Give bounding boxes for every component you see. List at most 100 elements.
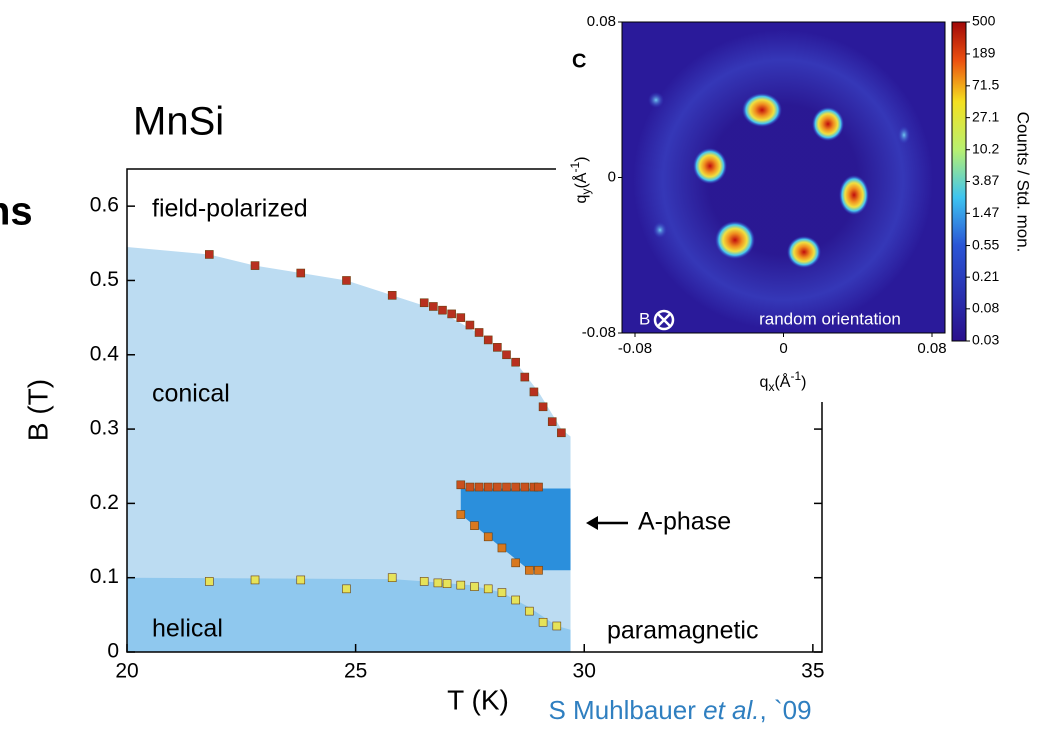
heatmap-halo — [633, 30, 933, 330]
data-point — [448, 310, 456, 318]
data-point — [493, 483, 501, 491]
colorbar-tick-label: 189 — [972, 45, 996, 61]
citation: S Muhlbauer et al., `09 — [548, 695, 811, 725]
spot — [839, 175, 869, 215]
arrow-head — [586, 516, 598, 530]
region-label: paramagnetic — [607, 617, 758, 645]
x-tick-label: 35 — [801, 660, 824, 683]
data-point — [535, 566, 543, 574]
region-label: conical — [152, 380, 230, 408]
spot — [742, 93, 782, 127]
data-point — [539, 618, 547, 626]
region-label: field-polarized — [152, 195, 308, 223]
data-point — [297, 576, 305, 584]
x-tick-label: 20 — [115, 660, 138, 683]
data-point — [388, 291, 396, 299]
data-point — [484, 483, 492, 491]
y-tick-label: 0.1 — [90, 565, 119, 588]
orientation-label: random orientation — [759, 309, 901, 328]
x-axis-label: T (K) — [447, 684, 509, 715]
y-tick-label: 0.3 — [90, 417, 119, 440]
sans-inset: C B random orientation Counts / Std. mon… — [556, 0, 1039, 402]
data-point — [512, 596, 520, 604]
colorbar-tick-label: 500 — [972, 13, 996, 29]
faint-spot — [648, 92, 664, 108]
data-point — [429, 302, 437, 310]
spot — [715, 221, 755, 259]
label-part: ) — [801, 374, 806, 391]
faint-spot — [898, 126, 910, 144]
page: ns S Muhlbauer et al., `09 00.10.20.30.4… — [0, 0, 1039, 730]
data-point — [484, 533, 492, 541]
panel-label: C — [572, 50, 586, 72]
data-point — [205, 250, 213, 258]
colorbar-label: Counts / Std. mon. — [1014, 112, 1033, 253]
y-tick-label: 0 — [608, 168, 616, 185]
data-point — [475, 328, 483, 336]
data-point — [466, 483, 474, 491]
data-point — [525, 566, 533, 574]
colorbar-tick-label: 0.08 — [972, 300, 999, 316]
data-point — [512, 559, 520, 567]
colorbar-tick-label: 3.87 — [972, 172, 999, 188]
data-point — [471, 583, 479, 591]
data-point — [443, 580, 451, 588]
data-point — [342, 585, 350, 593]
data-point — [553, 622, 561, 630]
x-tick-label: 30 — [573, 660, 596, 683]
y-tick-label: 0.5 — [90, 268, 119, 291]
data-point — [420, 577, 428, 585]
data-point — [438, 306, 446, 314]
data-point — [498, 589, 506, 597]
colorbar — [952, 22, 966, 341]
y-tick-label: -0.08 — [582, 324, 616, 341]
spot — [787, 236, 821, 268]
x-tick-label: 0 — [779, 340, 787, 357]
data-point — [539, 403, 547, 411]
data-point — [457, 511, 465, 519]
data-point — [530, 388, 538, 396]
colorbar-tick-label: 0.03 — [972, 332, 999, 348]
y-axis-label: B (T) — [22, 379, 53, 441]
data-point — [484, 585, 492, 593]
region-label: helical — [152, 615, 223, 643]
data-point — [342, 276, 350, 284]
colorbar-tick-label: 0.55 — [972, 236, 999, 252]
data-point — [548, 418, 556, 426]
data-point — [457, 481, 465, 489]
label-part: (Å — [774, 372, 790, 391]
data-point — [457, 314, 465, 322]
y-tick-label: 0.4 — [90, 342, 120, 365]
x-tick-label: 25 — [344, 660, 367, 683]
data-point — [388, 574, 396, 582]
label-part: ) — [573, 157, 590, 162]
citation-etal: et al. — [703, 695, 759, 725]
data-point — [521, 483, 529, 491]
data-point — [512, 358, 520, 366]
data-point — [471, 522, 479, 530]
data-point — [205, 577, 213, 585]
x-tick-label: 0.08 — [917, 340, 946, 357]
data-point — [557, 429, 565, 437]
field-label: B — [639, 309, 650, 328]
region-label: A-phase — [638, 508, 731, 536]
label-part: q — [573, 195, 590, 204]
faint-spot — [653, 222, 667, 238]
label-part: q — [760, 374, 769, 391]
label-part: -1 — [568, 162, 582, 173]
y-tick-label: 0.6 — [90, 194, 119, 217]
data-point — [466, 321, 474, 329]
label-part: -1 — [790, 369, 801, 383]
heading-fragment: ns — [0, 190, 33, 234]
colorbar-tick-label: 10.2 — [972, 140, 999, 156]
colorbar-tick-label: 71.5 — [972, 77, 999, 93]
y-tick-label: 0.08 — [587, 13, 616, 30]
data-point — [457, 581, 465, 589]
data-point — [493, 343, 501, 351]
colorbar-tick-label: 27.1 — [972, 108, 999, 124]
data-point — [535, 483, 543, 491]
data-point — [484, 336, 492, 344]
data-point — [512, 483, 520, 491]
spot — [812, 107, 844, 141]
citation-year: , `09 — [760, 695, 812, 725]
